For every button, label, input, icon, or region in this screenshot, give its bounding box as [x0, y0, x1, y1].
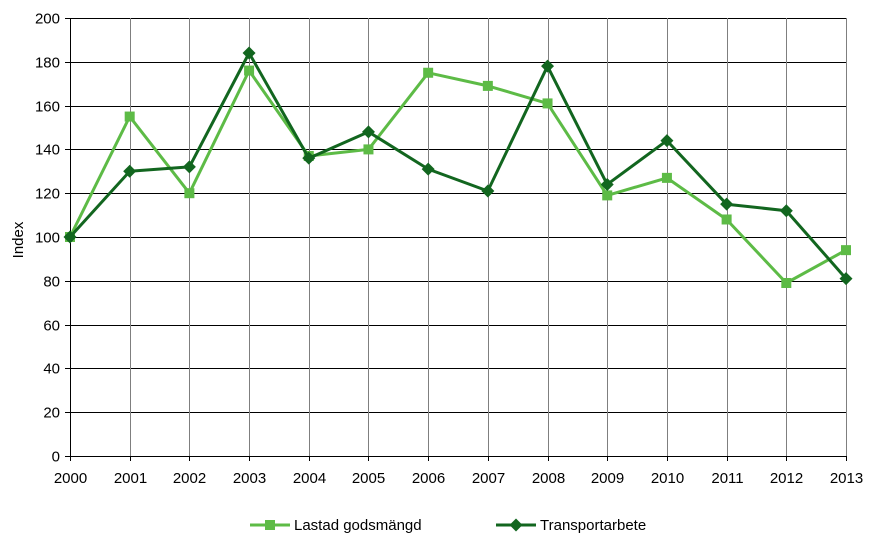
x-tick-labels: 2000 2001 2002 2003 2004 2005 2006 2007 2008 2009… [54, 470, 863, 487]
grid-lines [70, 18, 847, 456]
x-tick-label: 2003 [233, 470, 266, 487]
data-point [720, 197, 734, 211]
data-point [542, 98, 553, 109]
y-tick-label: 0 [52, 449, 60, 466]
data-point [63, 230, 77, 244]
data-point [482, 80, 493, 91]
x-tick-label: 2005 [352, 470, 385, 487]
legend-label: Lastad godsmängd [294, 517, 422, 534]
data-point [481, 184, 495, 198]
x-tick-label: 2002 [173, 470, 206, 487]
y-tick-label: 80 [43, 274, 60, 291]
y-tick-label: 200 [35, 11, 60, 28]
series-line [68, 69, 847, 285]
data-point [839, 272, 853, 286]
x-tick-label: 2009 [591, 470, 624, 487]
data-point [302, 151, 316, 165]
data-point [361, 125, 375, 139]
data-point [841, 245, 851, 256]
data-point [779, 204, 793, 218]
series-2 [63, 46, 853, 286]
y-tick-label: 160 [35, 99, 60, 116]
data-point [781, 277, 792, 288]
data-point [600, 177, 614, 191]
data-point [421, 162, 435, 176]
data-point [182, 160, 196, 174]
legend-marker [265, 520, 275, 530]
x-tick-label: 2004 [293, 470, 326, 487]
axes [65, 18, 847, 461]
data-point [423, 67, 434, 78]
series-line [68, 51, 848, 280]
legend-item-2: Transportarbete [496, 517, 646, 534]
data-point [124, 111, 135, 122]
data-point [244, 65, 255, 76]
y-axis-title: Index [10, 221, 27, 258]
x-tick-label: 2006 [412, 470, 445, 487]
legend-marker [509, 518, 523, 532]
y-tick-label: 20 [43, 405, 60, 422]
data-point [602, 190, 613, 201]
x-tick-label: 2000 [54, 470, 87, 487]
data-point [242, 46, 256, 60]
y-tick-label: 60 [43, 318, 60, 335]
series-1 [65, 65, 851, 288]
y-tick-label: 180 [35, 55, 60, 72]
data-point [123, 164, 137, 178]
x-tick-label: 2001 [114, 470, 147, 487]
x-tick-label: 2008 [532, 470, 565, 487]
y-tick-labels: 0 20 40 60 80 100 120 140 160 180 200 [35, 11, 60, 466]
legend-label: Transportarbete [540, 517, 646, 534]
y-tick-label: 140 [35, 142, 60, 159]
x-tick-label: 2007 [472, 470, 505, 487]
y-tick-label: 40 [43, 361, 60, 378]
x-tick-label: 2013 [830, 470, 863, 487]
data-point [661, 172, 672, 183]
data-point [660, 134, 674, 148]
legend: Lastad godsmängd Transportarbete [250, 517, 646, 534]
x-tick-label: 2011 [711, 470, 743, 487]
data-point [184, 188, 195, 199]
y-tick-label: 100 [35, 230, 60, 247]
legend-item-1: Lastad godsmängd [250, 517, 422, 534]
x-tick-label: 2012 [770, 470, 803, 487]
y-tick-label: 120 [35, 186, 60, 203]
data-point [363, 144, 374, 155]
data-point [721, 214, 732, 225]
x-tick-label: 2010 [651, 470, 684, 487]
series-lines [63, 46, 853, 288]
data-point [541, 59, 555, 73]
